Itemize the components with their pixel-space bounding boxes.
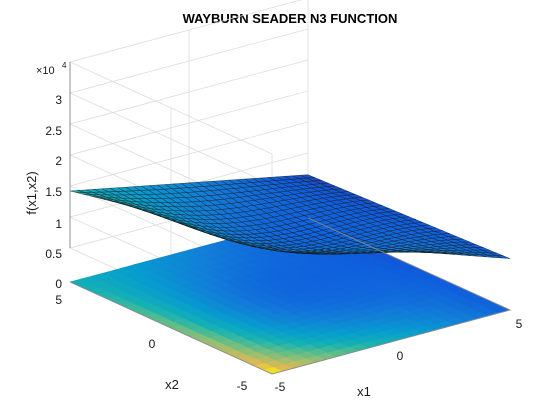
contour-projection xyxy=(69,217,511,375)
z-tick-label: 1.5 xyxy=(45,185,62,199)
x2-tick-labels: 5 0 -5 xyxy=(55,293,247,393)
z-tick-labels: 0 0.5 1 1.5 2 2.5 3 xyxy=(45,93,62,291)
floor-edge xyxy=(69,217,512,375)
x1-tick-labels: -5 0 5 xyxy=(275,317,523,394)
x2-axis-label: x2 xyxy=(165,377,179,392)
z-exponent-power: 4 xyxy=(62,61,67,70)
x1-tick-label: 5 xyxy=(516,317,523,331)
x2-tick-label: 5 xyxy=(55,293,62,307)
z-axis-label: f(x1,x2) xyxy=(24,171,39,214)
z-tick-label: 2.5 xyxy=(45,124,62,138)
z-tick-label: 2 xyxy=(55,154,62,168)
axis-box-edges xyxy=(69,62,512,375)
z-tick-label: 0.5 xyxy=(45,247,62,261)
z-tick-label: 3 xyxy=(55,93,62,107)
chart-title: WAYBURN SEADER N3 FUNCTION xyxy=(183,11,398,26)
z-tick-label: 0 xyxy=(55,277,62,291)
x1-tick-label: 0 xyxy=(397,349,404,363)
z-exponent-base: ×10 xyxy=(36,65,55,77)
x2-tick-label: 0 xyxy=(149,337,156,351)
z-tick-label: 1 xyxy=(55,217,62,231)
x2-tick-label: -5 xyxy=(237,379,248,393)
surface-cell xyxy=(69,190,85,193)
x1-tick-label: -5 xyxy=(275,380,286,394)
x1-axis-label: x1 xyxy=(357,384,371,399)
surface-mesh xyxy=(69,174,511,259)
